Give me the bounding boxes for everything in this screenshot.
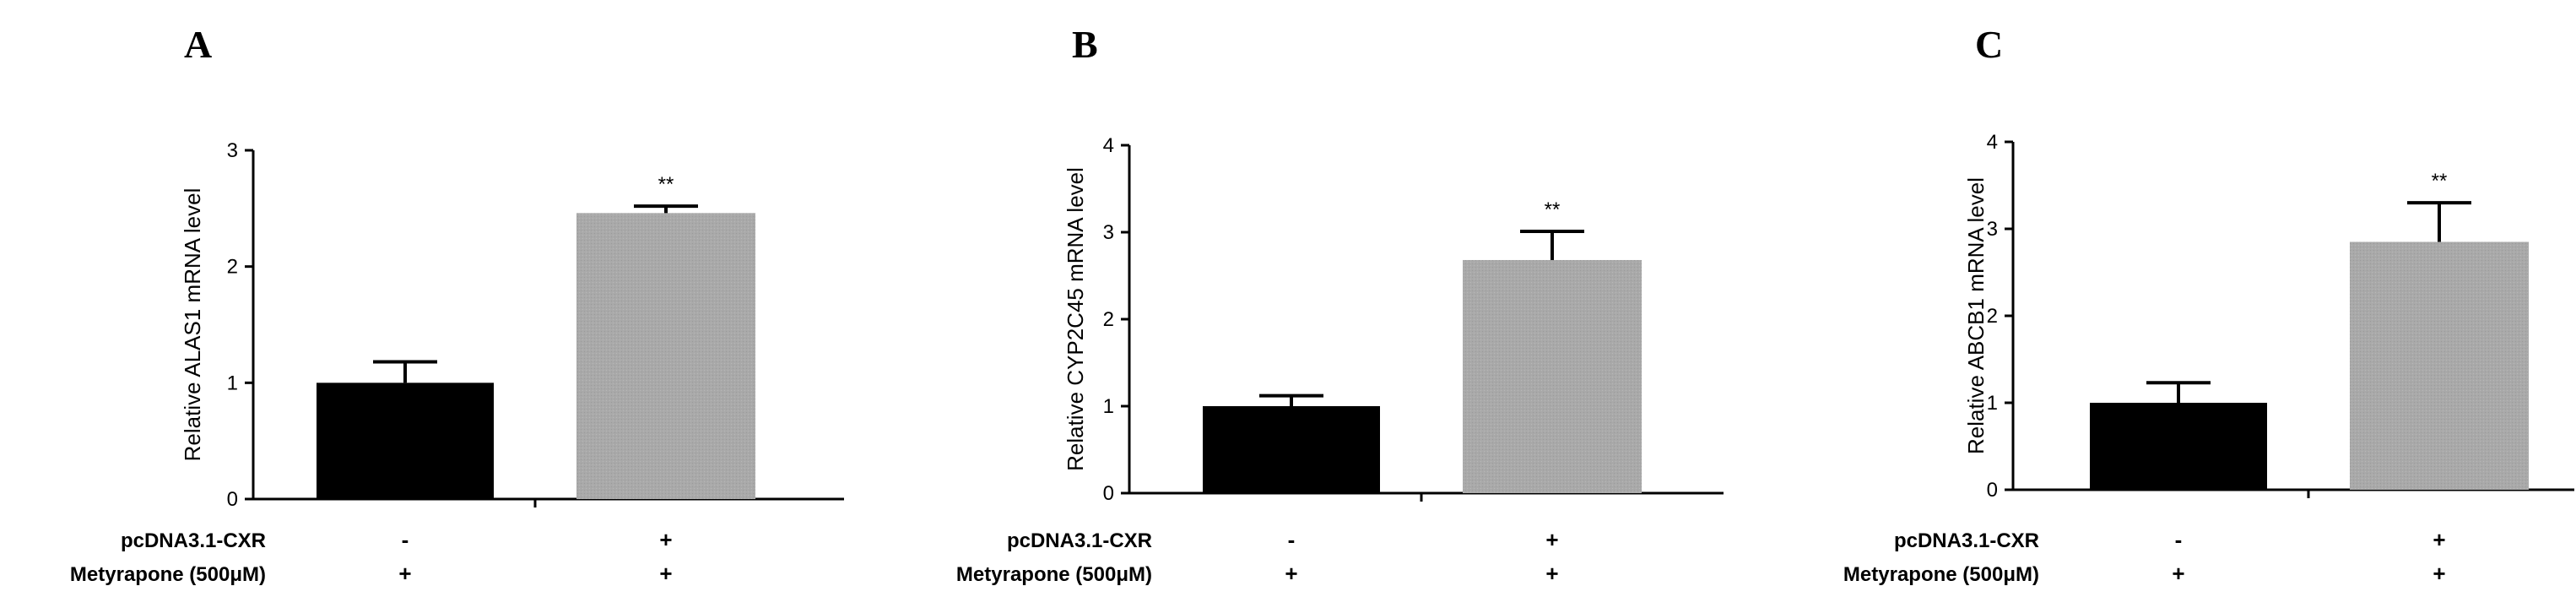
y-tick-label: 0 [227, 488, 238, 511]
panel-letter: A [184, 23, 212, 66]
condition-sign-pcdna: - [2175, 527, 2183, 552]
bar [1463, 259, 1642, 493]
condition-label-pcdna: pcDNA3.1-CXR [1894, 529, 2039, 552]
condition-sign-metyrapone: + [2433, 561, 2445, 586]
panel-a: A Relative ALAS1 mRNA level 0 1 2 3 - + ** + + pcDN… [70, 23, 844, 586]
condition-sign-pcdna: - [402, 527, 409, 552]
y-tick-label: 2 [1103, 308, 1114, 331]
bar [2350, 242, 2529, 490]
y-axis-label: Relative CYP2C45 mRNA level [1063, 167, 1088, 471]
bar [576, 213, 755, 499]
panel-letter: B [1072, 23, 1098, 66]
condition-sign-metyrapone: + [659, 561, 672, 586]
condition-label-metyrapone: Metyrapone (500μM) [1843, 563, 2039, 586]
significance-marker: ** [1545, 198, 1561, 221]
condition-label-metyrapone: Metyrapone (500μM) [956, 563, 1152, 586]
panel-c: C Relative ABCB1 mRNA level 0 1 2 3 4 - + ** + + pcD… [1843, 23, 2574, 586]
y-tick-label: 2 [227, 256, 238, 279]
y-tick-label: 1 [1103, 395, 1114, 418]
y-axis-label: Relative ALAS1 mRNA level [180, 188, 205, 462]
condition-sign-pcdna: + [659, 527, 672, 552]
condition-sign-metyrapone: + [1545, 561, 1558, 586]
condition-label-metyrapone: Metyrapone (500μM) [70, 563, 266, 586]
y-tick-label: 3 [1987, 218, 1998, 241]
panel-letter: C [1975, 23, 2003, 66]
condition-sign-pcdna: + [1545, 527, 1558, 552]
y-tick-label: 3 [1103, 221, 1114, 244]
significance-marker: ** [658, 173, 674, 196]
y-tick-label: 0 [1103, 482, 1114, 505]
y-tick-label: 2 [1987, 305, 1998, 328]
y-tick-label: 4 [1987, 131, 1998, 154]
y-axis-label: Relative ABCB1 mRNA level [1963, 177, 1989, 454]
y-tick-label: 3 [227, 139, 238, 162]
bar [1203, 406, 1380, 493]
bar [2090, 403, 2267, 490]
condition-label-pcdna: pcDNA3.1-CXR [121, 529, 266, 552]
condition-label-pcdna: pcDNA3.1-CXR [1007, 529, 1152, 552]
panel-b: B Relative CYP2C45 mRNA level 0 1 2 3 4 - + ** + + p… [956, 23, 1724, 586]
y-tick-label: 1 [1987, 392, 1998, 415]
y-tick-label: 4 [1103, 134, 1114, 157]
significance-marker: ** [2432, 170, 2448, 193]
bar [317, 383, 494, 499]
condition-sign-metyrapone: + [2172, 561, 2184, 586]
condition-sign-pcdna: - [1288, 527, 1296, 552]
condition-sign-metyrapone: + [398, 561, 411, 586]
y-tick-label: 0 [1987, 479, 1998, 502]
y-tick-label: 1 [227, 372, 238, 394]
condition-sign-pcdna: + [2433, 527, 2445, 552]
condition-sign-metyrapone: + [1285, 561, 1297, 586]
